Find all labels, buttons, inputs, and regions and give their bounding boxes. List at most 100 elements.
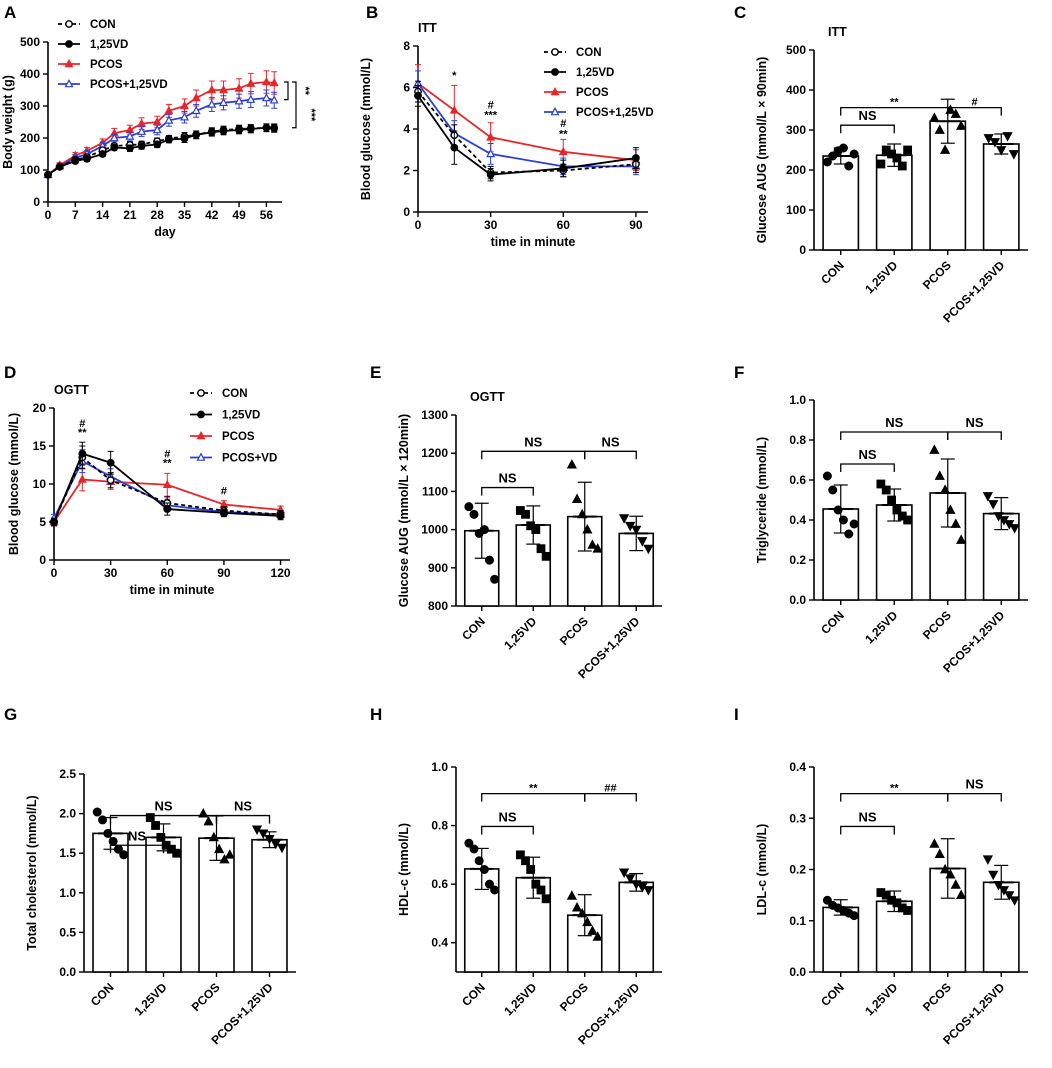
legend-marker — [64, 59, 74, 68]
data-point — [219, 127, 228, 135]
legend-label: CON — [90, 19, 116, 31]
significance-label: NS — [128, 828, 146, 843]
x-tick-label: PCOS — [920, 258, 954, 292]
y-tick-label: 1.0 — [789, 393, 806, 407]
bracket-line — [840, 106, 949, 116]
legend-label: CON — [222, 388, 248, 400]
significance-label: # — [560, 118, 566, 130]
x-tick-label: 28 — [151, 208, 165, 222]
x-tick-label: PCOS — [920, 980, 954, 1014]
data-point — [261, 93, 271, 102]
data-point — [179, 112, 190, 121]
data-point — [881, 890, 891, 900]
data-point — [566, 890, 577, 900]
y-tick-label: 1000 — [421, 523, 448, 537]
data-point — [414, 91, 422, 100]
data-point — [929, 112, 940, 122]
x-tick-label: 0 — [51, 566, 58, 580]
bracket-line — [215, 814, 271, 824]
bracket-line — [840, 463, 895, 472]
data-point — [164, 105, 174, 115]
significance-label: ** — [559, 128, 568, 140]
x-tick-label: 56 — [260, 208, 274, 222]
y-tick-label: 1.0 — [59, 886, 76, 900]
x-tick-label: CON — [818, 258, 847, 287]
x-tick-label: 42 — [205, 208, 219, 222]
data-point — [822, 471, 832, 481]
panel-letter-e: E — [370, 363, 381, 382]
data-point — [643, 544, 654, 555]
panel-letter-c: C — [734, 3, 746, 22]
bar-group-0 — [463, 838, 500, 973]
bar — [251, 838, 288, 973]
y-tick-label: 0.4 — [789, 513, 806, 527]
bar-group-0 — [463, 502, 500, 607]
data-point — [592, 931, 603, 941]
significance-bracket: NS — [481, 809, 534, 835]
data-point — [934, 470, 945, 480]
y-tick-label: 0.1 — [789, 914, 806, 928]
y-axis-label: Glucose AUG (mmol/L × 120min) — [397, 414, 411, 607]
panel-f: 0.0 0.2 0.4 0.6 0.8 1.0 Triglyceride (mmol/L) C… — [755, 393, 1028, 675]
panel-d: 0 5 10 15 20 Blood glucose (mmol/L) OGTT 0 30 60 9… — [7, 383, 291, 597]
x-tick-label: 49 — [232, 208, 246, 222]
series-con — [44, 123, 279, 179]
data-point — [903, 145, 913, 155]
data-point — [207, 85, 217, 94]
legend-label: PCOS — [576, 87, 609, 99]
data-point — [137, 126, 147, 135]
y-tick-label: 0.8 — [789, 433, 806, 447]
x-tick-label: 7 — [72, 208, 79, 222]
data-point — [876, 479, 886, 489]
significance-bracket — [292, 81, 297, 129]
x-tick-label: 1,25VD — [131, 980, 169, 1018]
data-point — [125, 144, 134, 153]
significance-bracket: NS — [840, 108, 895, 134]
x-tick-label: 1,25VD — [501, 614, 539, 652]
data-point — [214, 843, 225, 854]
series-1-25vd — [44, 123, 279, 179]
data-point — [982, 492, 993, 502]
significance-label: NS — [965, 415, 983, 430]
legend-label: CON — [576, 47, 602, 59]
data-point — [234, 83, 244, 92]
data-point — [106, 476, 115, 485]
data-point — [246, 125, 255, 133]
x-tick-label: PCOS — [557, 614, 591, 648]
data-point — [110, 143, 119, 152]
data-point — [566, 459, 577, 469]
x-tick-label: 1,25VD — [862, 980, 900, 1018]
data-point — [541, 551, 551, 561]
y-tick-label: 0 — [33, 195, 40, 209]
significance-label: NS — [154, 799, 172, 814]
x-tick-label: CON — [818, 608, 847, 637]
y-tick-label: 0.2 — [789, 553, 806, 567]
significance-bracket: ## — [584, 783, 637, 802]
chart-title: OGTT — [54, 383, 89, 397]
data-point — [469, 509, 479, 519]
data-point — [203, 815, 214, 826]
bar-group-2 — [198, 808, 235, 973]
panel-letter-f: F — [734, 363, 744, 382]
data-point — [988, 500, 999, 510]
data-point — [950, 518, 961, 528]
panel-letter-g: G — [4, 705, 17, 724]
data-point — [849, 911, 859, 921]
data-point — [945, 504, 956, 514]
bar-group-3 — [618, 868, 655, 973]
x-tick-label: PCOS — [557, 980, 591, 1014]
x-tick-label: 0 — [415, 218, 422, 232]
bar-group-0 — [822, 471, 860, 601]
data-point — [929, 444, 940, 454]
bar-group-1 — [875, 143, 913, 251]
data-point — [218, 85, 229, 94]
significance-label: ** — [299, 87, 311, 96]
legend-label: PCOS+1,25VD — [576, 107, 654, 119]
significance-bracket: NS — [947, 415, 1002, 440]
significance-label: *** — [484, 110, 498, 122]
series-line — [53, 478, 281, 523]
data-point — [1002, 132, 1013, 142]
data-point — [558, 146, 568, 156]
data-point — [526, 865, 536, 874]
x-tick-label: CON — [818, 980, 847, 1009]
